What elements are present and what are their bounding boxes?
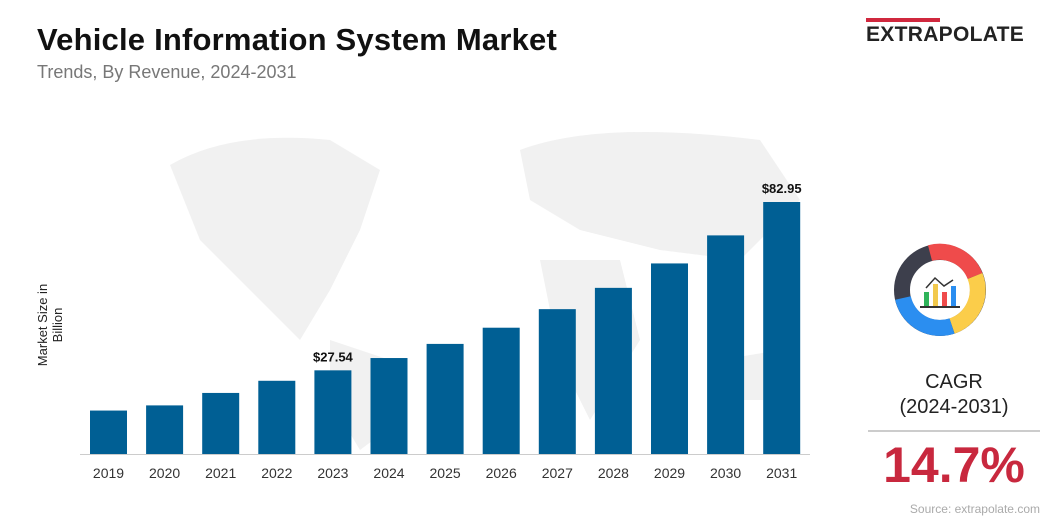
logo-accent-bar: [866, 18, 940, 22]
x-tick-label: 2026: [486, 465, 517, 481]
bar-2031: [763, 202, 801, 454]
x-tick-label: 2028: [598, 465, 629, 481]
bar-2026: [482, 327, 520, 454]
extrapolate-logo: EXTRAPOLATE: [866, 18, 1038, 47]
bar-chart: 2019 2020 2021 2022 2023 $27.54 2024 2025 2026 20…: [80, 132, 810, 481]
bar-2030: [707, 235, 745, 454]
cagr-label-block: CAGR (2024-2031): [868, 370, 1040, 420]
donut-chart-icon: [894, 243, 986, 336]
bar-2023: [314, 370, 352, 454]
x-tick-label: 2031: [766, 465, 797, 481]
bar-2027: [538, 309, 576, 454]
x-tick-label: 2022: [261, 465, 292, 481]
x-tick-label: 2027: [542, 465, 573, 481]
x-tick-label: 2030: [710, 465, 741, 481]
divider: [868, 430, 1040, 432]
bar-2024: [370, 358, 408, 454]
data-label: $27.54: [313, 349, 354, 364]
x-tick-label: 2025: [430, 465, 461, 481]
bar-2019: [90, 410, 127, 454]
bar-2028: [594, 287, 632, 454]
x-tick-label: 2023: [317, 465, 348, 481]
cagr-period: (2024-2031): [899, 396, 1009, 418]
cagr-value: 14.7%: [883, 437, 1025, 493]
bar-2021: [202, 392, 240, 454]
page-subtitle: Trends, By Revenue, 2024-2031: [37, 62, 297, 82]
bar-2020: [146, 405, 184, 454]
data-label: $82.95: [762, 181, 802, 196]
page-title: Vehicle Information System Market: [37, 22, 557, 57]
y-axis-label: Market Size in Billion: [35, 283, 65, 367]
source-text: Source: extrapolate.com: [909, 502, 1040, 516]
bar-2022: [258, 380, 296, 454]
bar-2025: [426, 343, 464, 454]
cagr-label: CAGR: [925, 371, 983, 393]
x-tick-label: 2024: [373, 465, 404, 481]
logo-text: EXTRAPOLATE: [866, 23, 1025, 46]
x-tick-label: 2020: [149, 465, 180, 481]
bar-2029: [651, 263, 688, 454]
x-tick-label: 2019: [93, 465, 124, 481]
x-tick-label: 2029: [654, 465, 685, 481]
x-tick-label: 2021: [205, 465, 236, 481]
